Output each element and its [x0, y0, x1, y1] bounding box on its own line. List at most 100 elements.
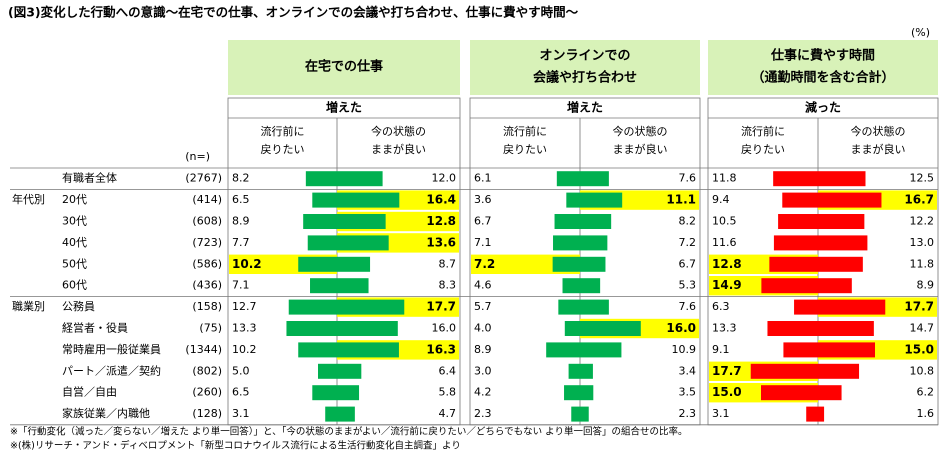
panel-frame	[707, 97, 939, 426]
value-label: 14.7	[910, 322, 935, 335]
n-value: (158)	[192, 300, 222, 313]
column-label: 今の状態の	[371, 124, 426, 138]
value-label: 8.9	[917, 279, 935, 292]
bar	[818, 363, 860, 379]
bar	[562, 278, 580, 294]
value-label: 6.1	[474, 172, 492, 185]
bar	[818, 278, 852, 294]
bar	[750, 363, 818, 379]
value-label: 6.7	[474, 215, 492, 228]
value-label: 4.7	[439, 407, 457, 420]
value-label: 8.9	[474, 343, 492, 356]
value-label: 7.6	[679, 300, 697, 313]
row-label: 常時雇用一般従業員	[62, 342, 161, 356]
bar	[318, 363, 337, 379]
value-label: 12.2	[910, 215, 935, 228]
footnote: ※(株)リサーチ・アンド・ディベロプメント「新型コロナウイルス流行による生活行動…	[10, 440, 461, 452]
panel-subtitle: 増えた	[567, 100, 603, 115]
bar	[553, 235, 580, 251]
panel-frame	[227, 97, 461, 426]
value-label: 6.2	[917, 386, 935, 399]
bar	[818, 385, 842, 401]
value-label: 16.3	[426, 342, 456, 356]
bar	[310, 278, 337, 294]
bar	[337, 385, 360, 401]
bar	[580, 385, 594, 401]
column-label: ままが良い	[613, 142, 668, 156]
row-label: 50代	[62, 257, 87, 270]
column-label: 今の状態の	[613, 124, 668, 138]
value-label: 11.1	[666, 193, 696, 207]
value-label: 11.8	[712, 172, 737, 185]
value-label: 11.6	[712, 236, 737, 249]
bar	[580, 171, 609, 187]
bar	[307, 235, 337, 251]
n-value: (586)	[192, 257, 222, 270]
row-label: 20代	[62, 193, 87, 206]
value-label: 7.2	[679, 236, 697, 249]
n-value: (260)	[192, 386, 222, 399]
bar	[818, 171, 866, 187]
value-label: 10.8	[910, 364, 935, 377]
value-label: 5.0	[232, 364, 250, 377]
group-label: 職業別	[12, 300, 45, 313]
bar	[783, 342, 818, 358]
value-label: 8.9	[232, 215, 250, 228]
value-label: 12.8	[426, 214, 456, 228]
column-label: 戻りたい	[741, 143, 785, 156]
bar	[571, 406, 580, 422]
n-value: (1344)	[185, 343, 222, 356]
bar	[580, 342, 622, 358]
n-value: (414)	[192, 193, 222, 206]
bar	[298, 256, 337, 272]
value-label: 16.0	[666, 321, 696, 335]
bar	[580, 256, 606, 272]
bar	[303, 214, 337, 229]
bar	[761, 385, 818, 401]
value-label: 5.3	[679, 279, 697, 292]
bar	[580, 299, 609, 315]
bar	[794, 299, 818, 315]
value-label: 4.6	[474, 279, 492, 292]
bar	[580, 363, 593, 379]
row-label: 60代	[62, 279, 87, 292]
panel-title: （通勤時間を含む合計）	[751, 70, 894, 86]
value-label: 2.3	[474, 407, 492, 420]
n-value: (75)	[199, 322, 222, 335]
unit-label: (%)	[911, 26, 930, 39]
bar	[566, 192, 580, 208]
n-label: (n=)	[185, 150, 210, 163]
value-label: 4.2	[474, 386, 492, 399]
bar	[337, 278, 369, 294]
value-label: 7.7	[232, 236, 250, 249]
panel-title: 仕事に費やす時間	[770, 48, 875, 64]
value-label: 17.7	[426, 300, 456, 314]
bar	[337, 192, 400, 208]
bar	[818, 256, 863, 272]
value-label: 9.1	[712, 343, 730, 356]
bar	[337, 299, 405, 315]
value-label: 4.0	[474, 322, 492, 335]
bar	[580, 406, 589, 422]
value-label: 15.0	[712, 385, 742, 399]
value-label: 10.2	[232, 343, 257, 356]
row-label: パート／派遣／契約	[62, 363, 161, 377]
panel-frame	[469, 97, 701, 426]
row-label: 経営者・役員	[62, 321, 128, 335]
bar	[554, 214, 580, 229]
bar	[337, 363, 362, 379]
row-label: 40代	[62, 236, 87, 249]
value-label: 16.0	[432, 322, 457, 335]
value-label: 11.8	[910, 257, 935, 270]
value-label: 16.7	[904, 193, 934, 207]
value-label: 13.3	[712, 322, 737, 335]
bar	[564, 321, 580, 336]
bar	[305, 171, 337, 187]
value-label: 13.6	[426, 235, 456, 249]
value-label: 7.1	[474, 236, 492, 249]
bar	[769, 256, 818, 272]
column-label: 戻りたい	[503, 143, 547, 156]
column-label: 流行前に	[261, 124, 305, 138]
bar	[818, 214, 865, 229]
n-value: (723)	[192, 236, 222, 249]
